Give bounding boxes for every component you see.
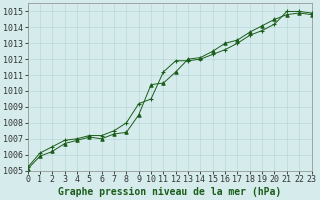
X-axis label: Graphe pression niveau de la mer (hPa): Graphe pression niveau de la mer (hPa) (58, 186, 281, 197)
